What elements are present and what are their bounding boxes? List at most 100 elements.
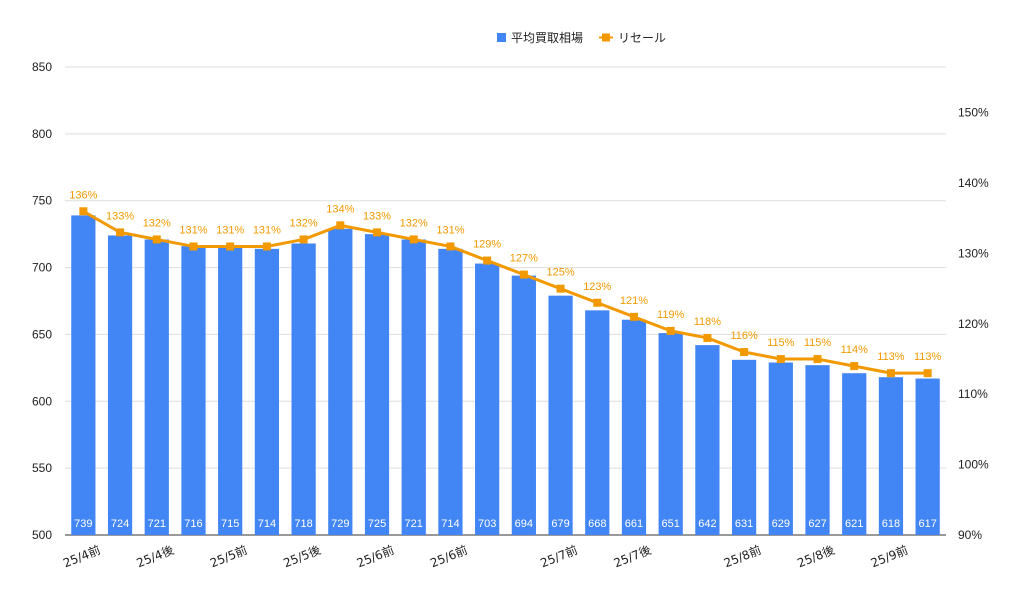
line-point bbox=[593, 298, 602, 307]
bar-data-label: 721 bbox=[405, 518, 423, 530]
line-point bbox=[336, 221, 345, 230]
legend-label-line: リセール bbox=[618, 31, 666, 45]
legend-swatch-bar bbox=[497, 33, 506, 42]
x-tick-label: 25/4後 bbox=[135, 543, 176, 571]
line-data-label: 132% bbox=[290, 217, 318, 229]
x-tick-label: 25/8前 bbox=[721, 542, 763, 570]
bar-data-label: 694 bbox=[515, 518, 533, 530]
line-point bbox=[629, 312, 638, 321]
y-right-tick-label: 130% bbox=[958, 246, 989, 260]
bar-data-label: 651 bbox=[662, 518, 680, 530]
bar-data-label: 718 bbox=[294, 518, 312, 530]
line-point bbox=[813, 355, 822, 364]
line-data-label: 136% bbox=[69, 189, 97, 201]
x-tick-label: 25/5後 bbox=[281, 543, 322, 571]
line-data-label: 115% bbox=[804, 337, 832, 349]
bar bbox=[548, 295, 573, 535]
bar-data-label: 716 bbox=[184, 518, 202, 530]
series-line bbox=[82, 209, 928, 375]
y-right-tick-label: 120% bbox=[958, 317, 989, 331]
line-data-label: 131% bbox=[436, 224, 464, 236]
bar bbox=[585, 310, 610, 535]
line-point bbox=[189, 242, 198, 251]
bar bbox=[438, 248, 463, 535]
bar bbox=[731, 359, 757, 535]
bar bbox=[695, 345, 720, 535]
line-data-label: 116% bbox=[730, 330, 758, 342]
bar bbox=[842, 373, 867, 535]
y-left-tick-label: 550 bbox=[32, 461, 52, 475]
bar-data-label: 627 bbox=[808, 518, 826, 530]
line-data-label: 115% bbox=[767, 337, 795, 349]
bar bbox=[878, 377, 904, 535]
y-right-tick-label: 90% bbox=[958, 528, 982, 542]
line-point bbox=[923, 369, 932, 378]
line-data-label: 131% bbox=[179, 224, 207, 236]
x-tick-label: 25/7後 bbox=[612, 543, 653, 571]
line-point bbox=[116, 228, 125, 237]
bar-data-label: 714 bbox=[441, 518, 459, 530]
legend-label-bar: 平均買取相場 bbox=[511, 31, 583, 45]
bar bbox=[915, 378, 940, 535]
line-point bbox=[483, 256, 492, 265]
bar-data-label: 618 bbox=[882, 518, 900, 530]
x-tick-label: 25/7前 bbox=[538, 542, 580, 570]
y-right-tick-label: 100% bbox=[958, 458, 989, 472]
bar-data-label: 703 bbox=[478, 518, 496, 530]
line-series: 136% 133% 132% 131% 131% 131% 132% 134% 133% 132%… bbox=[69, 189, 942, 378]
bar bbox=[475, 263, 500, 535]
line-point bbox=[299, 235, 308, 244]
y-left-tick-label: 750 bbox=[32, 194, 52, 208]
line-point bbox=[373, 228, 382, 237]
line-point bbox=[519, 270, 528, 279]
line-data-label: 132% bbox=[143, 217, 171, 229]
bar-data-label: 642 bbox=[698, 518, 716, 530]
line-data-label: 123% bbox=[583, 281, 611, 293]
y-left-tick-label: 600 bbox=[32, 394, 52, 408]
legend-swatch-line bbox=[602, 33, 610, 42]
bar-data-label: 724 bbox=[111, 518, 129, 530]
bar-data-label: 729 bbox=[331, 518, 349, 530]
line-point bbox=[152, 235, 161, 244]
y-left-tick-label: 650 bbox=[32, 327, 52, 341]
line-point bbox=[556, 284, 565, 293]
x-tick-label: 25/4前 bbox=[61, 542, 103, 570]
line-data-label: 129% bbox=[473, 239, 501, 251]
bar-data-label: 621 bbox=[845, 518, 863, 530]
line-point bbox=[262, 242, 271, 251]
x-tick-label: 25/6前 bbox=[354, 542, 396, 570]
bar-data-label: 617 bbox=[918, 518, 936, 530]
bar-data-label: 739 bbox=[74, 518, 92, 530]
line-data-label: 132% bbox=[400, 217, 428, 229]
line-point bbox=[740, 348, 749, 357]
line-point bbox=[79, 207, 88, 216]
line-point bbox=[703, 333, 712, 342]
line-data-label: 133% bbox=[363, 210, 391, 222]
y-right-tick-label: 150% bbox=[958, 106, 989, 120]
line-point bbox=[446, 242, 455, 251]
line-point bbox=[850, 362, 859, 371]
bar bbox=[621, 319, 647, 535]
line-data-label: 118% bbox=[694, 316, 722, 328]
bar bbox=[181, 246, 206, 536]
bar-data-label: 714 bbox=[258, 518, 276, 530]
y-left-tick-label: 850 bbox=[32, 60, 52, 74]
bar bbox=[805, 365, 830, 535]
x-tick-label: 25/8後 bbox=[795, 543, 836, 571]
line-data-label: 114% bbox=[841, 344, 869, 356]
line-data-label: 113% bbox=[877, 351, 905, 363]
bar bbox=[71, 215, 96, 535]
bar-data-label: 721 bbox=[148, 518, 166, 530]
x-tick-label: 25/5前 bbox=[208, 542, 250, 570]
line-data-label: 131% bbox=[216, 224, 244, 236]
bar-data-label: 715 bbox=[221, 518, 239, 530]
line-point bbox=[666, 326, 675, 335]
bar-data-label: 629 bbox=[772, 518, 790, 530]
y-left-tick-label: 500 bbox=[32, 528, 52, 542]
x-tick-label: 25/9前 bbox=[868, 542, 910, 570]
y-right-tick-label: 140% bbox=[958, 176, 989, 190]
x-tick-label: 25/6前 bbox=[428, 542, 470, 570]
bar bbox=[218, 247, 243, 535]
bar-data-label: 631 bbox=[735, 518, 753, 530]
